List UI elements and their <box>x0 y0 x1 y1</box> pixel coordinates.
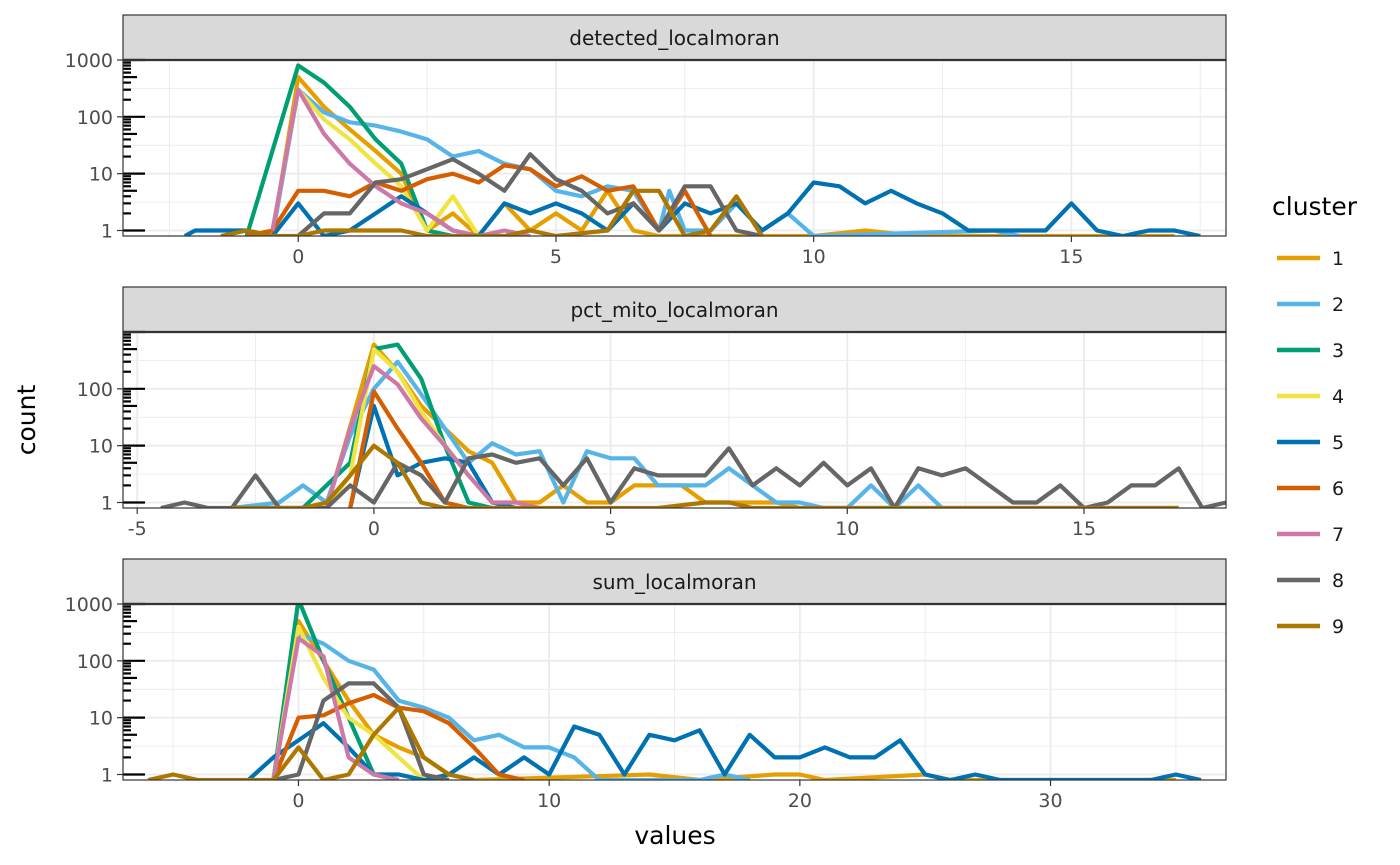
legend-label-cluster-3: 3 <box>1332 340 1344 362</box>
facet-strip <box>122 558 1227 605</box>
panel-pct_mito_localmoran: pct_mito_localmoran 1 10 100 -5 0 5 10 15 <box>77 286 1227 540</box>
facet-strip-label: pct_mito_localmoran <box>570 298 778 322</box>
series-line-cluster-6 <box>246 163 713 236</box>
y-tick-label: 1 <box>101 492 113 514</box>
y-axis-title: count <box>12 385 41 456</box>
legend-label-cluster-6: 6 <box>1332 478 1344 500</box>
panel-background <box>123 332 1226 508</box>
x-axis-title: values <box>634 821 715 850</box>
series-group <box>147 604 1202 780</box>
series-group <box>160 342 1226 508</box>
series-line-cluster-8 <box>296 152 763 236</box>
series-line-cluster-2 <box>271 631 751 780</box>
legend-label-cluster-4: 4 <box>1332 386 1344 408</box>
legend-title: cluster <box>1272 192 1358 221</box>
x-tick-label: 30 <box>1038 790 1062 812</box>
x-tick-label: -5 <box>128 518 147 540</box>
x-tick-label: 20 <box>788 790 812 812</box>
legend-items: 1 2 3 4 5 6 7 8 9 <box>1277 248 1344 638</box>
y-tick-label: 1000 <box>65 50 113 72</box>
x-tick-label: 5 <box>605 518 617 540</box>
legend: cluster 1 2 3 4 5 6 7 8 9 <box>1272 192 1358 638</box>
series-line-cluster-4 <box>271 624 426 780</box>
series-line-cluster-9 <box>147 705 475 780</box>
y-tick-label: 10 <box>89 436 113 458</box>
panel-detected_localmoran: detected_localmoran 1 10 100 1000 0 5 10 15 <box>65 14 1227 268</box>
series-line-cluster-2 <box>231 359 944 508</box>
y-tick-label: 1000 <box>65 594 113 616</box>
x-tick-label: 15 <box>1059 246 1083 268</box>
series-group <box>183 63 1201 236</box>
log-ticks <box>123 602 145 776</box>
facet-strip <box>122 14 1227 61</box>
y-tick-label: 100 <box>77 651 113 673</box>
facet-strip-label: sum_localmoran <box>592 570 756 594</box>
panel-sum_localmoran: sum_localmoran 1 10 100 1000 0 10 20 30 <box>65 558 1227 812</box>
legend-label-cluster-5: 5 <box>1332 432 1344 454</box>
series-line-cluster-5 <box>246 721 1202 780</box>
y-tick-label: 10 <box>89 164 113 186</box>
y-tick-label: 1 <box>101 220 113 242</box>
x-tick-label: 0 <box>292 790 304 812</box>
legend-label-cluster-1: 1 <box>1332 248 1344 270</box>
series-line-cluster-7 <box>271 636 400 780</box>
x-tick-label: 5 <box>550 246 562 268</box>
x-tick-label: 0 <box>368 518 380 540</box>
legend-label-cluster-8: 8 <box>1332 570 1344 592</box>
y-tick-label: 10 <box>89 708 113 730</box>
x-tick-label: 0 <box>292 246 304 268</box>
y-tick-label: 1 <box>101 764 113 786</box>
x-tick-label: 15 <box>1072 518 1096 540</box>
facet-strip-label: detected_localmoran <box>569 26 779 50</box>
legend-label-cluster-7: 7 <box>1332 524 1344 546</box>
legend-label-cluster-9: 9 <box>1332 616 1344 638</box>
x-tick-label: 10 <box>802 246 826 268</box>
series-line-cluster-9 <box>231 443 1179 508</box>
facet-strip <box>122 286 1227 333</box>
series-line-cluster-8 <box>272 681 450 780</box>
y-tick-label: 100 <box>77 379 113 401</box>
legend-label-cluster-2: 2 <box>1332 294 1344 316</box>
series-line-cluster-8 <box>160 446 1226 508</box>
series-line-cluster-6 <box>348 389 470 508</box>
x-tick-label: 10 <box>537 790 561 812</box>
series-line-cluster-7 <box>324 364 541 508</box>
series-line-cluster-5 <box>183 180 1201 236</box>
y-tick-label: 100 <box>77 107 113 129</box>
x-tick-label: 10 <box>835 518 859 540</box>
